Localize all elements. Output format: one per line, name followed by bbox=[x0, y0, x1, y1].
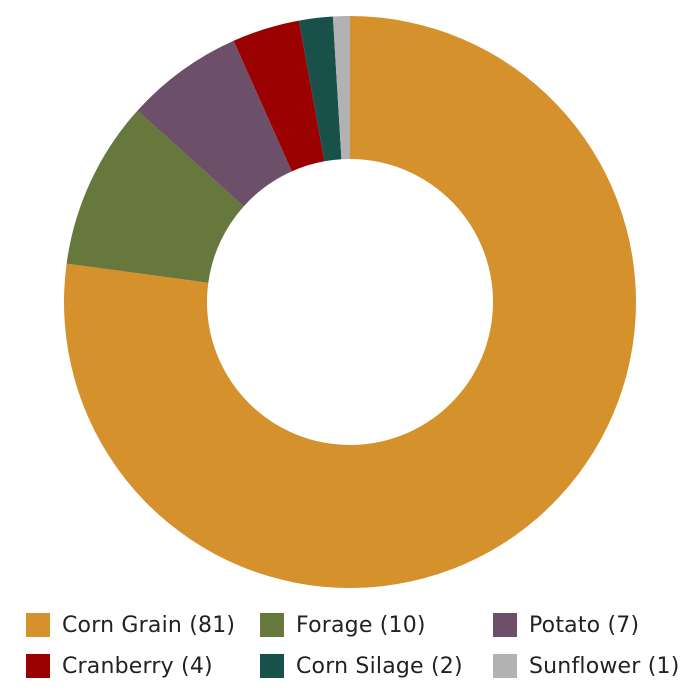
slice-corn-grain bbox=[63, 16, 636, 589]
legend-swatch-cranberry bbox=[26, 654, 50, 678]
slice-cranberry bbox=[233, 20, 325, 172]
legend-label-sunflower: Sunflower (1) bbox=[529, 653, 680, 679]
legend-label-cranberry: Cranberry (4) bbox=[62, 653, 213, 679]
donut-chart bbox=[63, 16, 636, 589]
legend-swatch-corn-grain bbox=[26, 613, 50, 637]
legend-swatch-sunflower bbox=[493, 654, 517, 678]
legend-label-corn-silage: Corn Silage (2) bbox=[296, 653, 463, 679]
legend-item-cranberry: Cranberry (4) bbox=[26, 651, 213, 681]
legend-item-corn-silage: Corn Silage (2) bbox=[260, 651, 463, 681]
legend-item-corn-grain: Corn Grain (81) bbox=[26, 610, 235, 640]
legend-swatch-corn-silage bbox=[260, 654, 284, 678]
chart-legend: Corn Grain (81) Forage (10) Potato (7) C… bbox=[26, 610, 700, 690]
legend-label-corn-grain: Corn Grain (81) bbox=[62, 612, 236, 638]
legend-swatch-forage bbox=[260, 613, 284, 637]
legend-item-potato: Potato (7) bbox=[493, 610, 639, 640]
legend-swatch-potato bbox=[493, 613, 517, 637]
slice-corn-silage bbox=[298, 16, 342, 162]
slice-potato bbox=[137, 40, 292, 207]
slice-sunflower bbox=[332, 16, 350, 160]
legend-label-forage: Forage (10) bbox=[296, 612, 426, 638]
legend-label-potato: Potato (7) bbox=[529, 612, 640, 638]
legend-item-sunflower: Sunflower (1) bbox=[493, 651, 680, 681]
slice-forage bbox=[66, 110, 244, 283]
legend-item-forage: Forage (10) bbox=[260, 610, 426, 640]
